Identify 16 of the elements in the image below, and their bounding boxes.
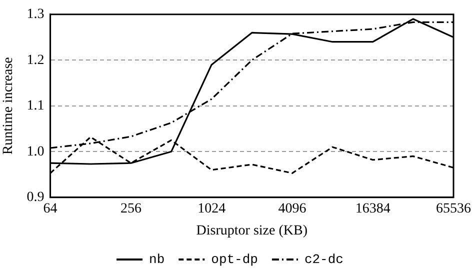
legend-label: opt-dp — [211, 252, 258, 267]
y-axis-title: Runtime increase — [1, 57, 16, 155]
x-tick-label: 4096 — [278, 201, 306, 216]
legend-label: nb — [149, 252, 165, 267]
x-tick-label: 256 — [120, 201, 142, 216]
x-tick-label: 16384 — [355, 201, 390, 216]
x-axis-title: Disruptor size (KB) — [196, 223, 308, 238]
y-tick-label: 1.3 — [26, 7, 44, 22]
x-tick-label: 65536 — [436, 201, 471, 216]
x-tick-label: 64 — [43, 201, 58, 216]
y-tick-label: 1.1 — [26, 98, 44, 114]
x-tick-label: 1024 — [198, 201, 226, 216]
y-tick-label: 1.0 — [26, 144, 44, 160]
y-tick-label: 0.9 — [26, 190, 44, 206]
y-tick-label: 1.2 — [26, 52, 44, 68]
legend-label: c2-dc — [304, 252, 344, 267]
